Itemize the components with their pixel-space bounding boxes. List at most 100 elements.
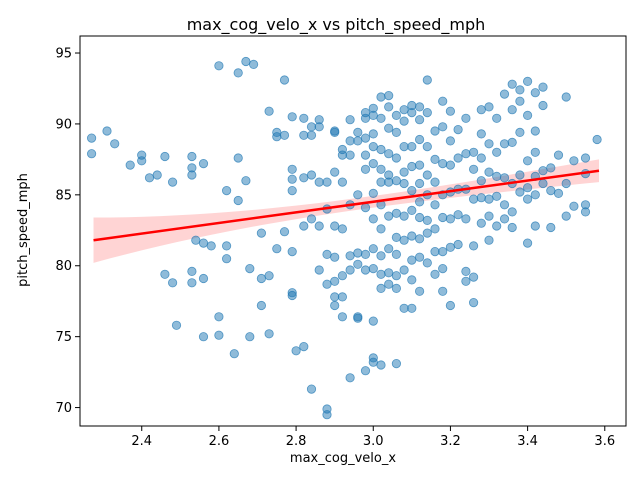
data-point: [222, 254, 232, 264]
data-point: [422, 228, 432, 238]
data-point: [468, 272, 479, 282]
data-point: [507, 137, 517, 147]
data-point: [407, 108, 417, 118]
data-point: [272, 244, 282, 254]
data-point: [187, 278, 197, 288]
data-point: [152, 170, 162, 180]
data-point: [546, 163, 556, 173]
data-point: [399, 178, 409, 189]
data-point: [546, 186, 556, 196]
data-point: [306, 384, 317, 394]
data-point: [422, 258, 432, 268]
data-point: [391, 208, 401, 218]
data-point: [330, 167, 340, 177]
data-point: [299, 130, 309, 140]
data-point: [492, 147, 502, 157]
data-point: [445, 106, 455, 116]
data-point: [314, 221, 324, 231]
data-points-layer: [87, 56, 602, 420]
data-point: [314, 122, 324, 132]
data-point: [168, 278, 178, 288]
confidence-band-layer: [93, 159, 599, 263]
plot-frame: [79, 35, 627, 427]
data-point: [407, 231, 417, 241]
data-point: [368, 188, 378, 198]
x-tick-label: 3.6: [594, 434, 615, 449]
data-point: [384, 91, 394, 101]
y-axis-label: pitch_speed_mph: [16, 173, 31, 287]
data-point: [461, 214, 471, 224]
data-point: [376, 283, 386, 293]
data-point: [314, 177, 324, 187]
x-tick-label: 2.4: [131, 434, 152, 449]
data-point: [414, 115, 425, 125]
data-point: [414, 212, 425, 223]
data-point: [553, 188, 564, 198]
data-point: [399, 303, 409, 313]
data-point: [144, 173, 155, 183]
data-point: [499, 139, 510, 149]
data-point: [399, 105, 409, 115]
data-point: [345, 251, 355, 261]
data-point: [376, 113, 386, 123]
data-point: [476, 129, 486, 139]
data-point: [214, 61, 224, 71]
data-point: [376, 144, 386, 155]
data-point: [430, 247, 440, 257]
data-point: [569, 156, 579, 166]
data-point: [187, 163, 197, 173]
data-point: [515, 96, 525, 106]
data-point: [368, 263, 378, 274]
data-point: [507, 222, 517, 233]
data-point: [391, 358, 401, 369]
data-point: [522, 76, 533, 87]
data-point: [287, 290, 297, 301]
data-point: [561, 211, 571, 221]
data-point: [168, 177, 178, 187]
data-point: [399, 167, 409, 177]
data-point: [171, 320, 182, 330]
data-point: [399, 235, 409, 245]
x-tick-label: 3.4: [517, 434, 538, 449]
x-tick-label: 2.6: [209, 434, 230, 449]
y-tick-label: 75: [55, 330, 72, 345]
data-point: [306, 122, 317, 132]
data-point: [264, 106, 274, 116]
data-point: [337, 292, 347, 302]
x-tick-label: 2.8: [286, 434, 307, 449]
data-point: [507, 79, 517, 89]
data-point: [492, 191, 502, 201]
y-tick-label: 80: [55, 259, 72, 274]
data-point: [330, 127, 340, 137]
data-point: [187, 151, 197, 162]
data-point: [110, 139, 120, 149]
data-point: [461, 113, 471, 123]
data-point: [530, 221, 540, 231]
data-point: [360, 150, 371, 160]
data-point: [279, 75, 290, 85]
data-point: [198, 159, 209, 169]
data-point: [430, 126, 440, 136]
data-point: [515, 85, 525, 95]
data-point: [453, 153, 463, 163]
data-point: [233, 195, 243, 206]
data-point: [337, 224, 347, 234]
data-point: [453, 239, 463, 250]
data-point: [522, 156, 533, 166]
data-point: [438, 96, 448, 106]
data-point: [430, 177, 440, 187]
data-point: [360, 133, 371, 143]
data-point: [287, 164, 297, 174]
data-point: [407, 275, 417, 285]
data-point: [492, 171, 502, 181]
data-point: [391, 153, 401, 163]
data-point: [256, 300, 266, 311]
data-point: [322, 410, 332, 420]
data-point: [580, 153, 591, 163]
data-point: [384, 268, 394, 278]
data-point: [384, 279, 394, 289]
y-axis-ticks: 70 75 80 85 90 95: [55, 47, 80, 416]
data-point: [345, 265, 355, 275]
data-point: [191, 235, 201, 245]
